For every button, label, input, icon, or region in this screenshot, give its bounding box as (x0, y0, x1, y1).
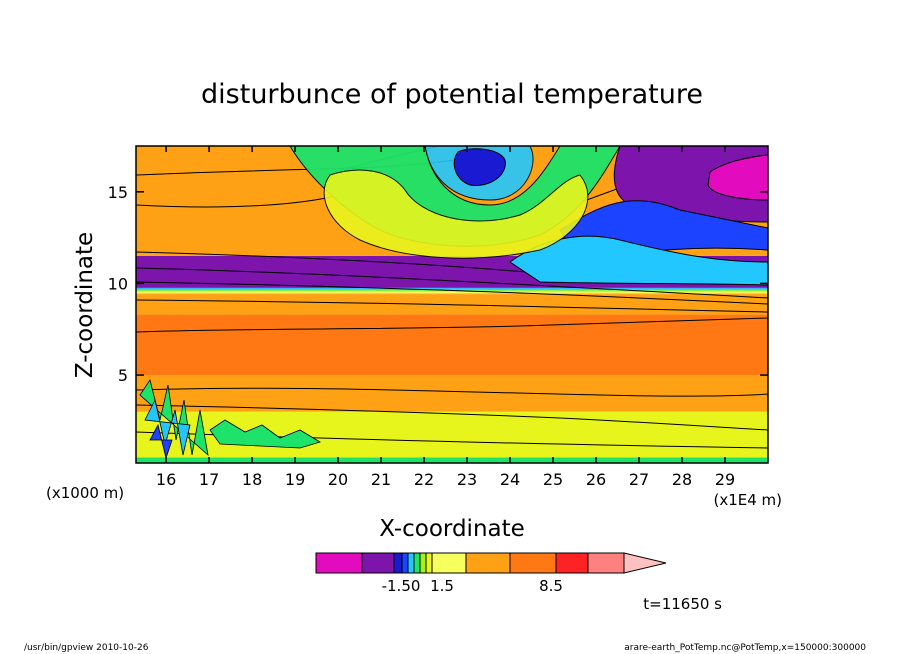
transition-strip (136, 291, 768, 293)
colorbar-segment (413, 552, 421, 574)
band-ground (136, 457, 768, 463)
colorbar-segment (465, 552, 511, 574)
colorbar-segment (425, 552, 433, 574)
x-tick-label: 29 (715, 470, 735, 489)
colorbar-segment (509, 552, 557, 574)
x-tick-label: 23 (457, 470, 477, 489)
x-tick-label: 17 (199, 470, 219, 489)
blue-cell-top (453, 148, 506, 186)
colorbar-label-2: 1.5 (430, 577, 454, 595)
colorbar-segment (393, 552, 403, 574)
colorbar-segment (361, 552, 395, 574)
colorbar-segment (315, 552, 363, 574)
transition-strip (136, 293, 768, 295)
colorbar-segment (555, 552, 589, 574)
x-tick-label: 24 (500, 470, 520, 489)
footer-left: /usr/bin/gpview 2010-10-26 (24, 643, 149, 653)
plot-frame (135, 145, 769, 464)
x-tick-label: 21 (371, 470, 391, 489)
y-tick-label: 10 (108, 274, 128, 293)
colorbar-label-1: -1.50 (382, 577, 421, 595)
footer-right: arare-earth_PotTemp.nc@PotTemp,x=150000:… (624, 643, 866, 653)
x-tick-label: 26 (586, 470, 606, 489)
band-low-mid (136, 375, 768, 412)
y-tick-label: 15 (108, 183, 128, 202)
y-unit-note: (x1000 m) (46, 484, 124, 502)
y-axis: 5 10 15 (108, 183, 768, 385)
x-tick-label: 22 (414, 470, 434, 489)
x-tick-label: 18 (242, 470, 262, 489)
x-tick-label: 27 (629, 470, 649, 489)
colorbar (315, 552, 667, 574)
transition-strip (136, 288, 768, 290)
x-tick-label: 25 (543, 470, 563, 489)
transition-strip (136, 287, 768, 289)
x-tick-label: 20 (328, 470, 348, 489)
chart-title: disturbunce of potential temperature (201, 79, 703, 110)
cyan-diagonal-band (509, 235, 768, 286)
x-tick-label: 28 (672, 470, 692, 489)
colorbar-label-3: 8.5 (539, 577, 563, 595)
x-axis: 16 17 18 19 20 21 22 23 24 25 26 27 28 29 (156, 146, 735, 489)
colorbar-segment (431, 552, 467, 574)
colorbar-labels: -1.50 1.5 8.5 (382, 577, 563, 595)
colorbar-segment (587, 552, 625, 574)
x-tick-label: 19 (285, 470, 305, 489)
transition-strip (136, 289, 768, 291)
y-tick-label: 5 (118, 366, 128, 385)
colorbar-segment (407, 552, 415, 574)
colorbar-segment (419, 552, 427, 574)
contour-lines (136, 146, 768, 449)
x-axis-label: X-coordinate (379, 516, 525, 542)
plot-area (136, 146, 768, 463)
colorbar-arrow (623, 552, 667, 574)
time-label: t=11650 s (643, 595, 722, 613)
yellow-upper (323, 169, 589, 259)
x-unit-note: (x1E4 m) (713, 491, 782, 509)
boundary-turbulence (139, 379, 321, 460)
band-mid (136, 314, 768, 376)
transition-strip (136, 292, 768, 294)
y-axis-label: Z-coordinate (72, 232, 98, 378)
x-tick-label: 16 (156, 470, 176, 489)
colorbar-segment (401, 552, 409, 574)
